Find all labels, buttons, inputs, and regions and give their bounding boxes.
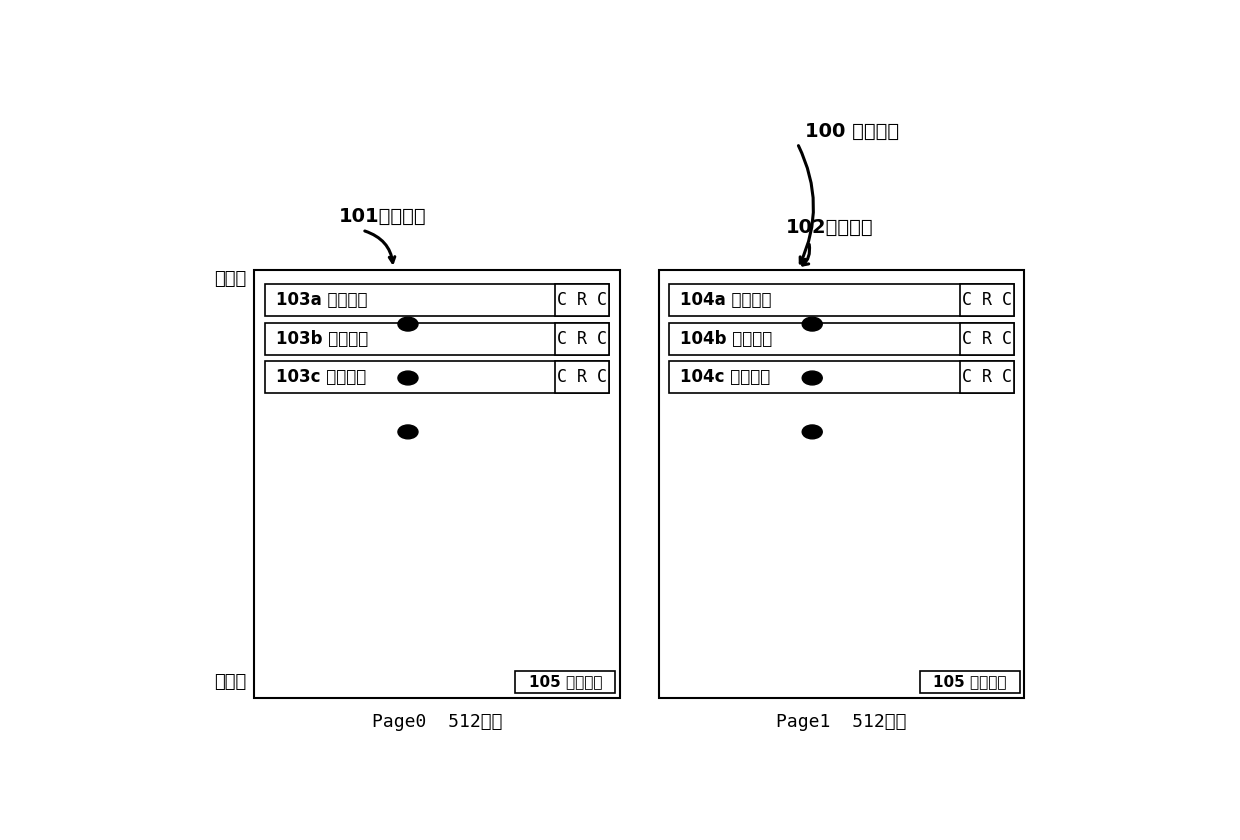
Bar: [670, 284, 1013, 317]
Text: C R C: C R C: [557, 330, 608, 348]
Bar: [960, 323, 1013, 354]
Text: Page1  512字节: Page1 512字节: [776, 712, 906, 731]
Bar: [265, 323, 609, 354]
Text: 105 页面标记: 105 页面标记: [528, 675, 603, 690]
Bar: [960, 361, 1013, 393]
Text: C R C: C R C: [961, 368, 1012, 386]
Bar: [670, 361, 1013, 393]
Bar: [658, 270, 1024, 697]
Text: 104b 数据单元: 104b 数据单元: [681, 330, 773, 348]
Ellipse shape: [398, 318, 418, 331]
Bar: [920, 671, 1019, 693]
Ellipse shape: [802, 371, 822, 385]
Bar: [556, 323, 609, 354]
Text: 100 存储系统: 100 存储系统: [805, 122, 899, 141]
Text: 103c 数据单元: 103c 数据单元: [277, 368, 366, 386]
Ellipse shape: [802, 318, 822, 331]
Bar: [556, 361, 609, 393]
Text: 103a 数据单元: 103a 数据单元: [277, 291, 367, 309]
Text: C R C: C R C: [961, 291, 1012, 309]
Text: 102第二页面: 102第二页面: [786, 218, 873, 238]
Text: C R C: C R C: [557, 368, 608, 386]
Bar: [960, 284, 1013, 317]
Ellipse shape: [802, 425, 822, 438]
Bar: [254, 270, 620, 697]
Text: 105 页面标记: 105 页面标记: [932, 675, 1007, 690]
Text: 103b 数据单元: 103b 数据单元: [277, 330, 368, 348]
Bar: [670, 323, 1013, 354]
Ellipse shape: [398, 371, 418, 385]
Text: C R C: C R C: [557, 291, 608, 309]
Bar: [265, 284, 609, 317]
Bar: [556, 284, 609, 317]
Text: 101第一页面: 101第一页面: [339, 207, 427, 226]
Bar: [265, 361, 609, 393]
Text: 104a 数据单元: 104a 数据单元: [681, 291, 771, 309]
Text: Page0  512字节: Page0 512字节: [372, 712, 502, 731]
Bar: [516, 671, 615, 693]
Ellipse shape: [398, 425, 418, 438]
Text: 高地址: 高地址: [215, 673, 247, 691]
Text: 低地址: 低地址: [215, 270, 247, 288]
Text: C R C: C R C: [961, 330, 1012, 348]
Text: 104c 数据单元: 104c 数据单元: [681, 368, 770, 386]
